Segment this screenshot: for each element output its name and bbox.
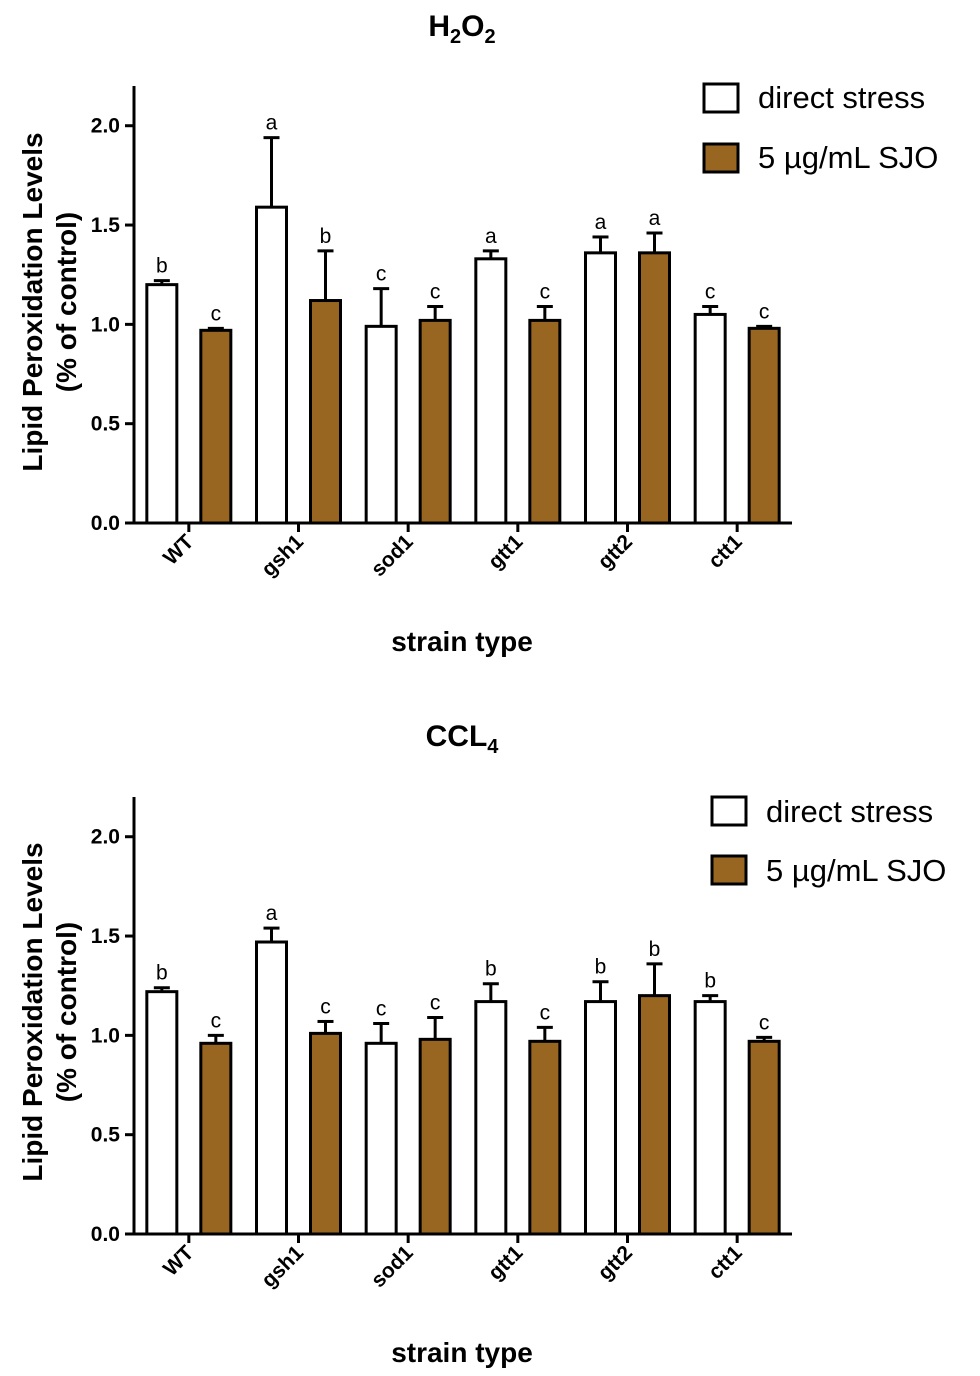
bar-direct-stress <box>474 257 508 525</box>
chart-title: H2O2 <box>428 10 495 48</box>
x-tick-label: ctt1 <box>704 1241 747 1284</box>
y-tick-label: 2.0 <box>91 115 120 138</box>
significance-letter: c <box>376 997 387 1020</box>
y-tick-label: 1.5 <box>91 925 121 948</box>
x-tick-label: gtt1 <box>484 530 528 574</box>
significance-letter: a <box>266 902 278 925</box>
y-tick-label: 0.5 <box>91 1124 121 1147</box>
significance-letter: c <box>430 991 441 1014</box>
x-tick-label: gsh1 <box>257 1241 308 1292</box>
y-tick-label: 0.5 <box>91 413 121 436</box>
legend-label-sjo: 5 µg/mL SJO <box>758 140 938 175</box>
significance-letter: b <box>156 962 168 985</box>
legend-swatch-sjo <box>710 854 748 886</box>
bar-sjo <box>199 1041 233 1236</box>
significance-letter: c <box>540 1001 551 1024</box>
x-tick-label: sod1 <box>367 1241 418 1292</box>
bar-sjo <box>528 1039 562 1236</box>
significance-letter: c <box>211 1009 222 1032</box>
bar-direct-stress <box>255 940 288 1236</box>
x-tick-label: gtt1 <box>484 1241 528 1285</box>
bar-sjo <box>418 318 452 525</box>
significance-letter: a <box>595 211 607 234</box>
y-tick-label: 1.0 <box>91 313 120 336</box>
significance-letter: b <box>320 225 332 248</box>
significance-letter: c <box>759 300 770 323</box>
y-axis-label-line1: Lipid Peroxidation Levels <box>17 132 48 471</box>
y-axis-label-line2: (% of control) <box>51 212 82 392</box>
x-tick-label: ctt1 <box>704 530 747 573</box>
legend-label-direct-stress: direct stress <box>766 794 933 829</box>
significance-letter: c <box>376 263 387 286</box>
bar-direct-stress <box>584 251 617 525</box>
significance-letter: c <box>540 280 551 303</box>
chart-h2o2: H2O2 Lipid Peroxidation Levels (% of con… <box>17 10 938 657</box>
legend: direct stress 5 µg/mL SJO <box>702 80 938 175</box>
x-tick-label: gtt2 <box>594 530 637 573</box>
bar-direct-stress <box>145 990 179 1236</box>
significance-letter: c <box>705 280 716 303</box>
significance-letter: c <box>430 280 441 303</box>
bar-direct-stress <box>145 283 179 525</box>
plot-area: 0.0 0.5 1.0 1.5 2.0 WT b c gsh1 a c sod1 c c gtt1 b c gtt… <box>91 797 792 1292</box>
bar-sjo <box>528 318 562 525</box>
x-tick-label: sod1 <box>367 530 418 581</box>
y-tick-label: 2.0 <box>91 826 120 849</box>
bar-direct-stress <box>693 312 727 525</box>
y-tick-label: 0.0 <box>91 1223 120 1246</box>
legend-label-sjo: 5 µg/mL SJO <box>766 853 946 888</box>
significance-letter: a <box>485 225 497 248</box>
bar-direct-stress <box>474 1000 508 1236</box>
bar-direct-stress <box>364 324 398 525</box>
bar-direct-stress <box>693 1000 727 1236</box>
y-tick-label: 1.0 <box>91 1024 120 1047</box>
chart-ccl4: CCL4 Lipid Peroxidation Levels (% of con… <box>17 720 946 1368</box>
y-tick-label: 1.5 <box>91 214 121 237</box>
x-axis-label: strain type <box>391 1337 533 1368</box>
bar-sjo <box>309 1031 342 1236</box>
significance-letter: b <box>485 958 497 981</box>
bar-sjo <box>418 1037 452 1236</box>
x-tick-label: gsh1 <box>257 530 308 581</box>
bar-sjo <box>638 251 671 525</box>
x-axis-label: strain type <box>391 626 533 657</box>
bar-sjo <box>199 328 233 525</box>
significance-letter: a <box>266 112 278 135</box>
bar-sjo <box>747 326 781 525</box>
plot-area: 0.0 0.5 1.0 1.5 2.0 WT b c gsh1 a b sod1 c c gtt1 a c gtt… <box>91 86 792 581</box>
significance-letter: c <box>759 1011 770 1034</box>
significance-letter: b <box>156 255 168 278</box>
x-tick-label: WT <box>159 1241 198 1280</box>
bar-sjo <box>309 299 342 525</box>
x-tick-label: WT <box>159 530 198 569</box>
significance-letter: b <box>649 938 661 961</box>
bar-sjo <box>747 1039 781 1236</box>
x-tick-label: gtt2 <box>594 1241 637 1284</box>
significance-letter: b <box>595 956 607 979</box>
bar-sjo <box>638 994 671 1236</box>
legend-label-direct-stress: direct stress <box>758 80 925 115</box>
significance-letter: c <box>320 995 331 1018</box>
significance-letter: a <box>649 207 661 230</box>
bar-direct-stress <box>364 1041 398 1236</box>
y-axis-label-line1: Lipid Peroxidation Levels <box>17 842 48 1181</box>
legend-swatch-direct-stress <box>702 82 740 114</box>
significance-letter: b <box>704 970 716 993</box>
bar-direct-stress <box>584 1000 617 1236</box>
chart-title: CCL4 <box>426 720 500 758</box>
legend: direct stress 5 µg/mL SJO <box>710 794 946 888</box>
y-axis-label-line2: (% of control) <box>51 922 82 1102</box>
significance-letter: c <box>211 302 222 325</box>
y-tick-label: 0.0 <box>91 512 120 535</box>
legend-swatch-direct-stress <box>710 795 748 827</box>
legend-swatch-sjo <box>702 142 740 174</box>
bar-direct-stress <box>255 205 288 525</box>
